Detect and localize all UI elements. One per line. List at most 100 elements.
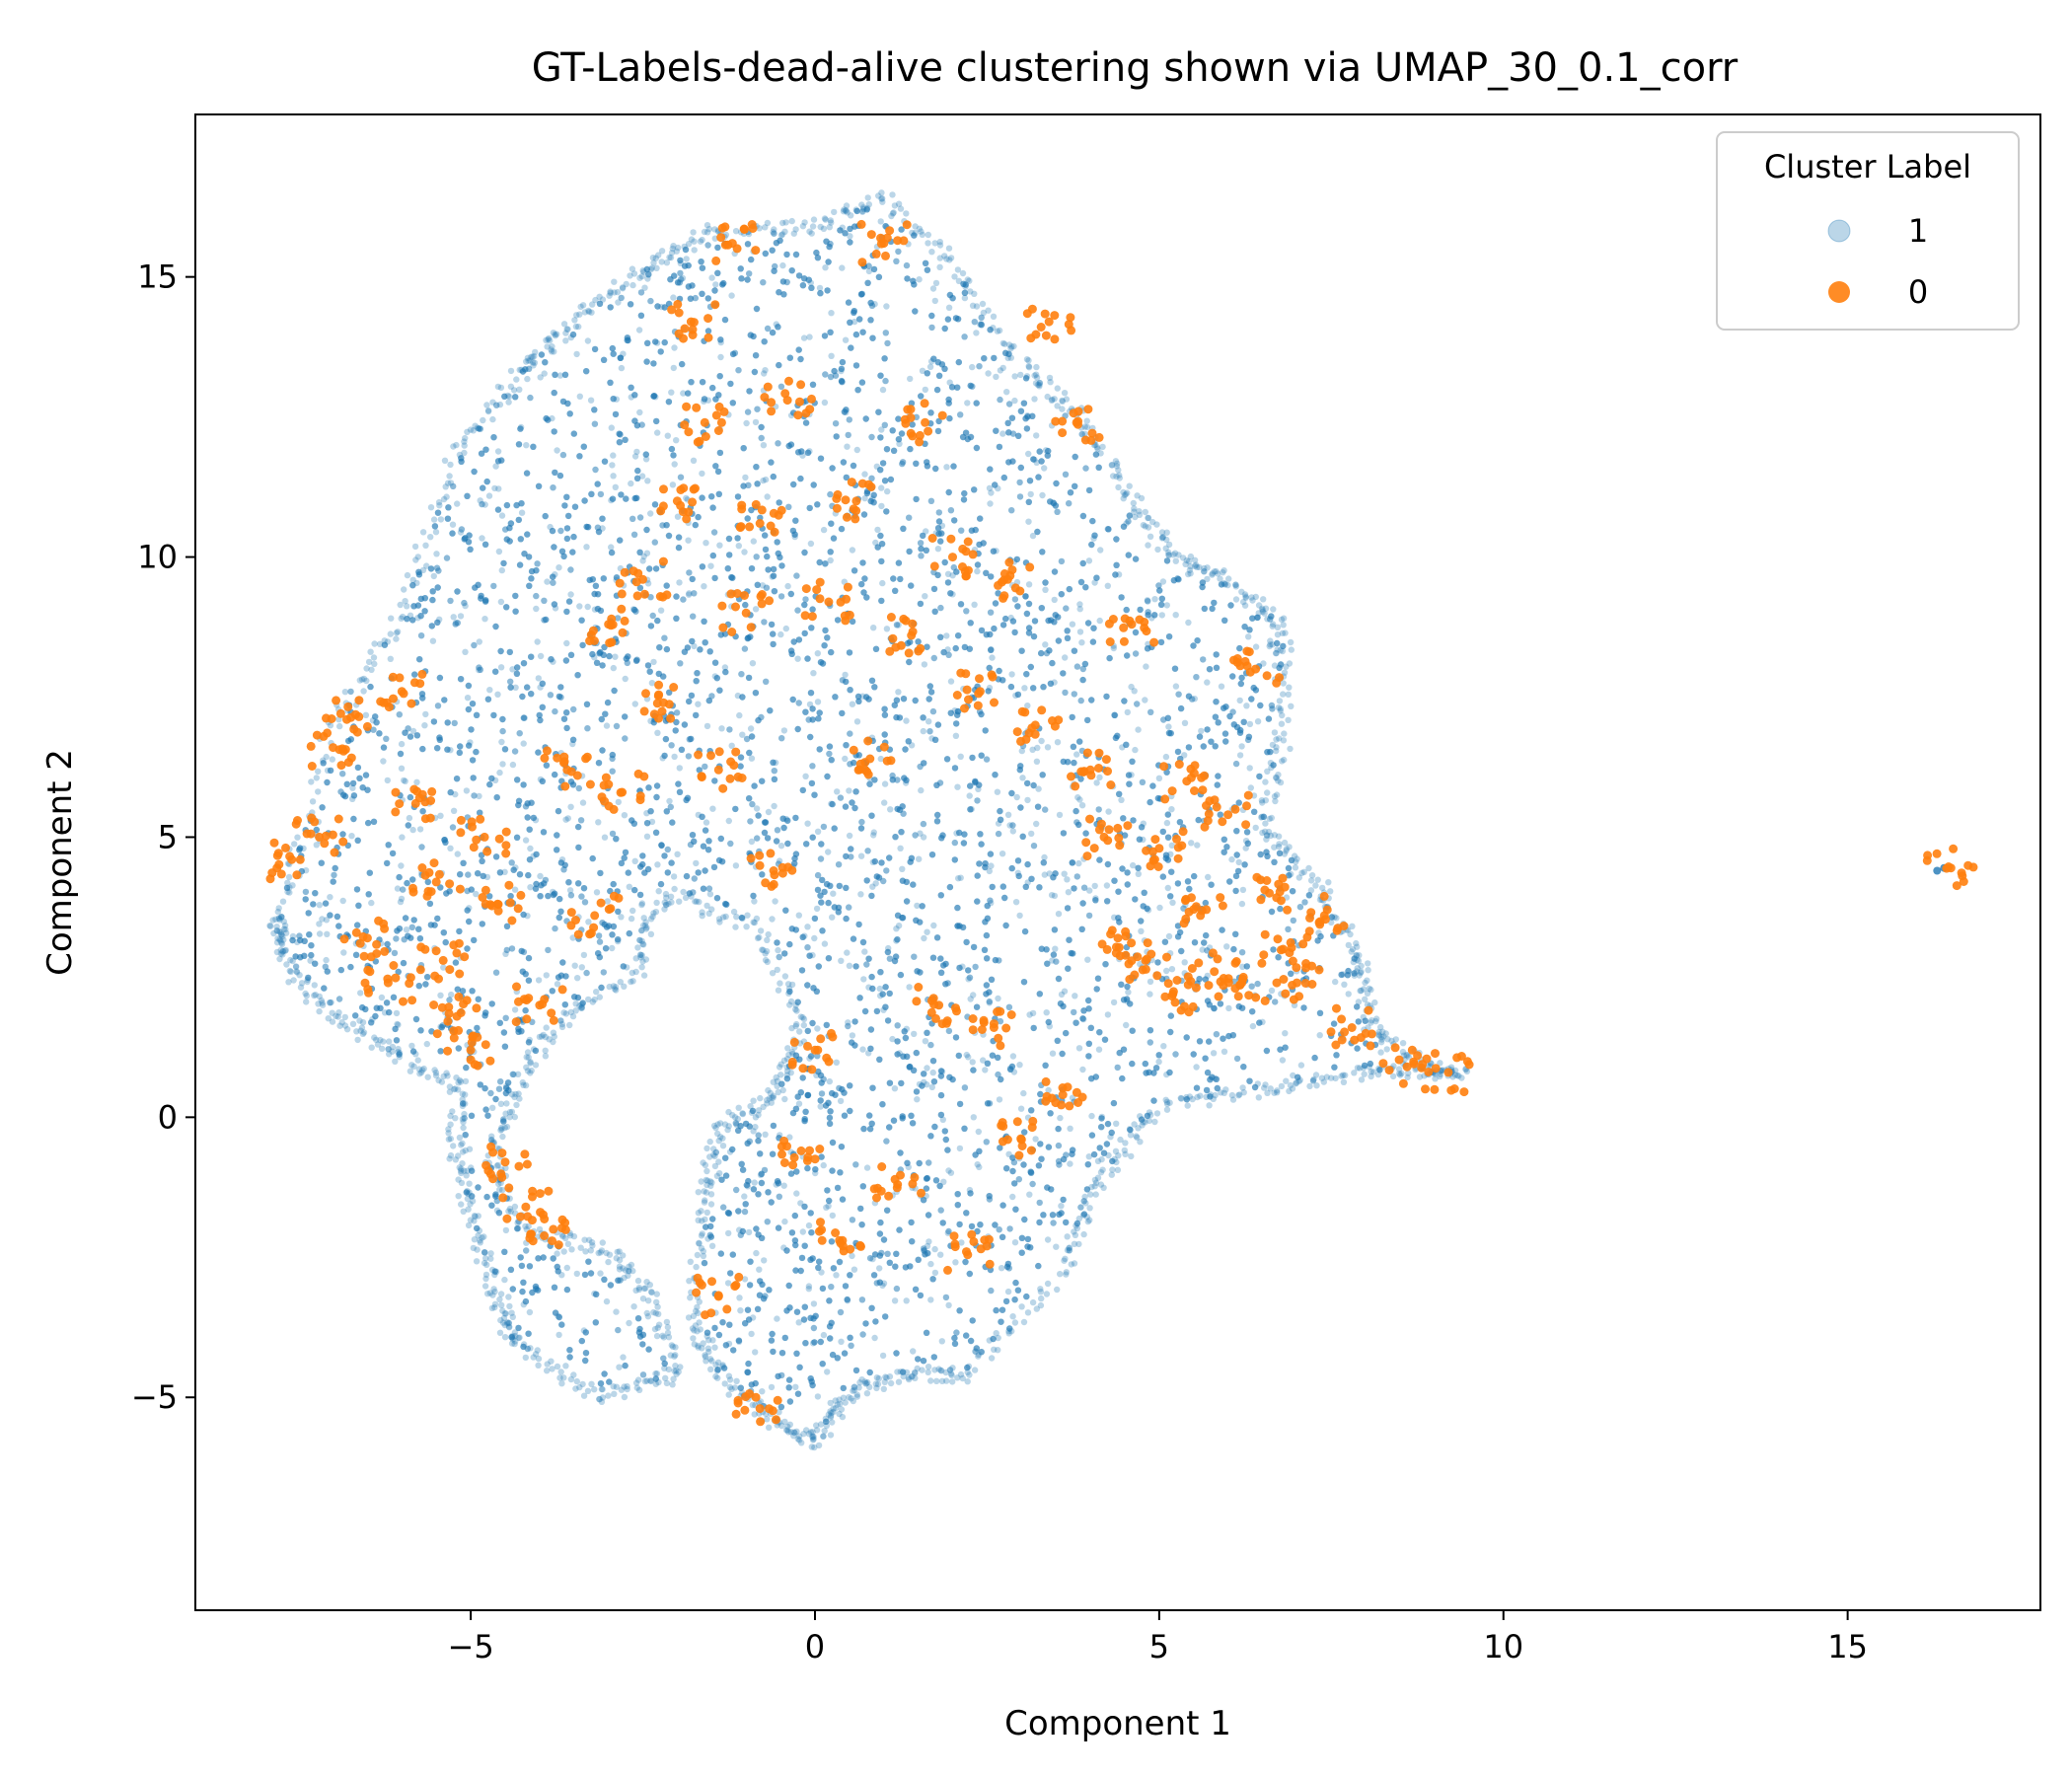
series-1-point [567,1375,575,1383]
series-1-point [1259,608,1267,616]
series-1-point [695,701,702,707]
series-1-point [492,463,499,470]
series-1-point [810,670,817,677]
series-1-point [800,334,808,341]
series-1-point [813,249,820,257]
series-1-point [421,722,428,729]
series-1-point [931,297,938,305]
series-1-point [558,856,566,863]
series-1-point [937,1251,944,1258]
series-1-point [673,437,680,444]
series-1-point [640,553,647,560]
series-1-point [1016,912,1023,920]
series-1-point [949,572,956,579]
series-1-point [945,1301,952,1309]
series-1-point [676,765,683,772]
series-1-point [654,429,661,436]
series-1-point [752,418,760,426]
series-1-point [988,489,995,496]
series-1-point [595,819,602,826]
series-1-point [869,985,876,993]
series-1-point [1205,873,1212,881]
series-1-point [1165,932,1173,940]
series-1-point [938,522,946,529]
series-1-point [1123,520,1130,527]
series-1-point [764,493,771,500]
series-1-point [447,747,454,754]
series-1-point [618,914,625,921]
series-1-point [911,232,918,239]
series-1-point [782,625,789,632]
series-1-point [1024,796,1031,804]
series-1-point [464,695,472,702]
series-1-point [450,807,458,814]
series-1-point [1051,596,1058,604]
series-1-point [1135,870,1143,877]
series-1-point [826,1077,833,1085]
series-1-point [769,573,776,580]
series-1-point [646,565,653,572]
series-1-point [712,281,719,288]
series-1-point [1064,876,1071,883]
series-1-point [1277,707,1285,714]
series-1-point [701,583,707,590]
series-1-point [839,264,846,271]
series-1-point [816,558,823,566]
series-1-point [914,902,921,910]
series-1-point [554,1250,560,1257]
series-1-point [1245,633,1252,640]
series-1-point [896,440,903,447]
series-1-point [1130,861,1137,869]
series-1-point [643,833,651,840]
series-1-point [899,865,906,872]
series-1-point [1065,889,1073,896]
series-1-point [691,838,698,845]
series-1-point [580,951,588,959]
series-1-point [448,991,455,999]
series-1-point [462,1077,470,1085]
series-1-point [537,872,544,880]
series-1-point [1044,1236,1052,1243]
series-1-point [319,916,326,923]
series-1-point [1235,858,1242,866]
series-1-point [947,678,955,685]
series-1-point [1027,1168,1034,1175]
series-1-point [1238,743,1245,750]
series-1-point [584,337,592,344]
series-1-point [781,1095,788,1103]
series-1-point [384,940,391,948]
series-1-point [563,639,570,647]
series-1-point [576,393,583,400]
series-1-point [1078,802,1086,809]
series-1-point [711,673,718,680]
series-1-point [878,597,885,605]
series-1-point [526,1308,534,1316]
series-1-point [1181,752,1188,759]
series-1-point [437,812,444,819]
series-1-point [995,995,1001,1002]
series-1-point [996,1096,1003,1103]
series-1-point [810,1300,818,1307]
series-1-point [846,832,853,840]
series-1-point [495,1210,503,1217]
series-1-point [772,759,779,767]
series-1-point [670,364,677,372]
series-1-point [1193,1064,1200,1071]
series-1-point [1008,1193,1016,1201]
series-1-point [1096,617,1103,625]
series-1-point [879,1282,886,1290]
series-1-point [1090,535,1097,542]
series-1-point [760,477,767,484]
series-1-point [1236,697,1243,704]
series-1-point [762,367,769,374]
series-1-point [881,780,889,787]
series-1-point [1085,557,1093,564]
series-1-point [876,985,883,993]
series-1-point [705,697,712,704]
series-1-point [954,783,961,790]
series-1-point [380,1038,387,1045]
series-1-point [952,1259,959,1266]
series-1-point [725,817,732,825]
series-1-point [812,1169,819,1177]
series-1-point [1096,774,1103,781]
